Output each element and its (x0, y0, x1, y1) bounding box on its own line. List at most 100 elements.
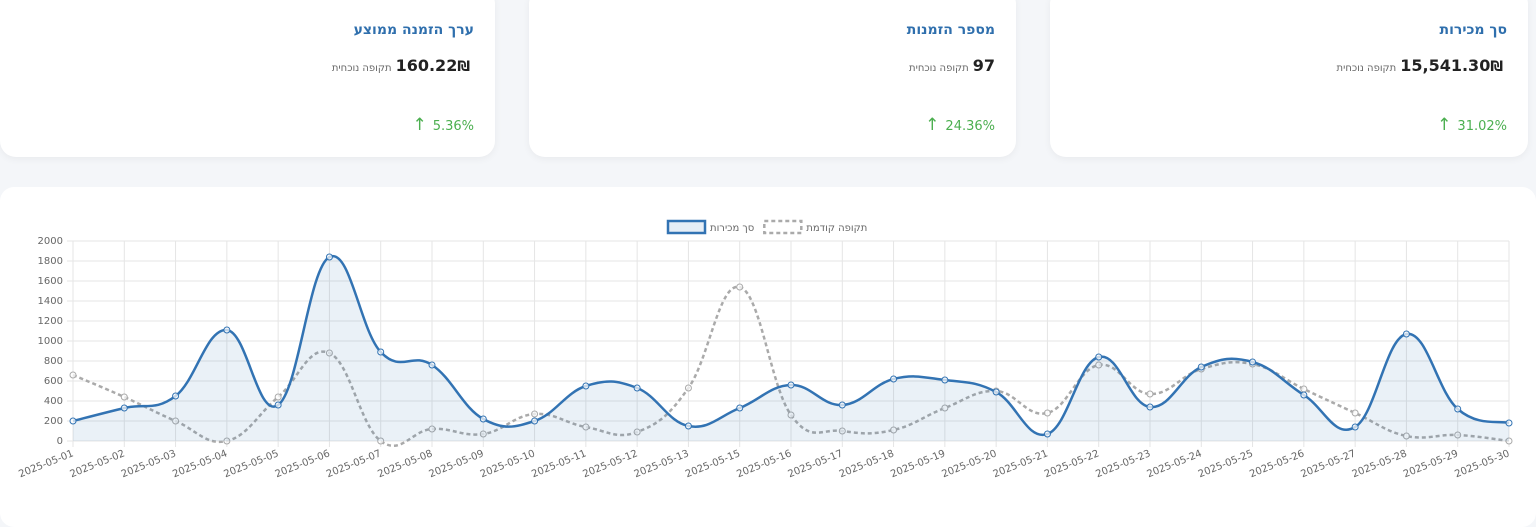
point (684, 384, 692, 392)
x-tick-label: 2025-05-26 (1248, 448, 1306, 480)
y-tick-label: 800 (44, 356, 63, 367)
point (941, 404, 949, 412)
change-value: 24.36% (945, 119, 995, 134)
point (890, 375, 898, 383)
y-tick-label: 2000 (38, 236, 63, 247)
point (274, 401, 282, 409)
card-value-row: 97תקופה נוכחית (550, 56, 995, 78)
point (1146, 403, 1154, 411)
x-tick-label: 2025-05-07 (325, 448, 383, 480)
change-value: 5.36% (432, 119, 474, 134)
point (1300, 385, 1308, 393)
point (1351, 409, 1359, 417)
point (1505, 419, 1513, 427)
point (1454, 431, 1462, 439)
period: תקופה נוכחית (909, 63, 969, 74)
point (838, 427, 846, 435)
point (479, 415, 487, 423)
point (172, 392, 180, 400)
x-tick-label: 2025-05-22 (1043, 448, 1101, 480)
x-tick-label: 2025-05-19 (889, 448, 947, 480)
point (736, 404, 744, 412)
line (72, 254, 1510, 437)
point (69, 417, 77, 425)
point (428, 361, 436, 369)
x-tick-label: 2025-05-04 (171, 448, 229, 480)
point (531, 417, 539, 425)
x-tick-label: 2025-05-09 (428, 448, 486, 480)
x-tick-label: 2025-05-30 (1453, 448, 1511, 480)
x-tick-label: 2025-05-03 (120, 448, 178, 480)
x-tick-label: 2025-05-25 (1197, 448, 1255, 480)
x-tick-label: 2025-05-28 (1351, 448, 1409, 480)
legend-swatch (763, 219, 803, 235)
point (1043, 409, 1051, 417)
point (1300, 391, 1308, 399)
x-tick-label: 2025-05-21 (992, 448, 1050, 480)
point (1402, 432, 1410, 440)
point (787, 381, 795, 389)
point (582, 423, 590, 431)
point (582, 382, 590, 390)
y-tick-label: 400 (44, 396, 63, 407)
x-tick-label: 2025-05-23 (1094, 448, 1152, 480)
change-value: 31.02% (1457, 119, 1507, 134)
x-tick-label: 2025-05-08 (376, 448, 434, 480)
point (69, 371, 77, 379)
card-title: מספר הזמנות (906, 22, 995, 38)
point (479, 430, 487, 438)
x-tick-label: 2025-05-06 (274, 448, 332, 480)
y-tick-label: 600 (44, 376, 63, 387)
point (274, 393, 282, 401)
point (633, 428, 641, 436)
legend-swatch (666, 219, 707, 235)
x-tick-label: 2025-05-27 (1299, 448, 1357, 480)
x-tick-label: 2025-05-13 (633, 448, 691, 480)
point (633, 384, 641, 392)
x-tick-label: 2025-05-20 (940, 448, 998, 480)
card-value-row: 160.22₪ תקופה נוכחית (21, 56, 474, 78)
y-tick-label: 200 (44, 416, 63, 427)
period: תקופה נוכחית (1336, 63, 1397, 74)
y-tick-label: 1800 (38, 256, 63, 267)
point (838, 401, 846, 409)
x-tick-label: 2025-05-29 (1402, 448, 1460, 480)
point (787, 411, 795, 419)
point (1351, 423, 1359, 431)
point (684, 422, 692, 430)
change: 31.02% ↑ (1437, 115, 1507, 135)
point (377, 437, 385, 445)
point (531, 410, 539, 418)
point (890, 426, 898, 434)
point (1249, 358, 1257, 366)
y-tick-label: 0 (57, 436, 63, 447)
point (941, 376, 949, 384)
point (325, 349, 333, 357)
point (1095, 353, 1103, 361)
x-tick-label: 2025-05-05 (222, 448, 280, 480)
point (1454, 405, 1462, 413)
point (1095, 361, 1103, 369)
point (1146, 390, 1154, 398)
kpi-card: ערך הזמנה ממוצע 160.22₪ תקופה נוכחית 5.36… (0, 0, 495, 157)
x-tick-label: 2025-05-15 (684, 448, 742, 480)
card-title: ערך הזמנה ממוצע (353, 22, 474, 38)
point (223, 326, 231, 334)
x-tick-label: 2025-05-11 (530, 448, 588, 480)
y-tick-label: 1400 (38, 296, 63, 307)
period: תקופה נוכחית (331, 63, 392, 74)
x-tick-label: 2025-05-01 (17, 448, 75, 480)
y-tick-label: 1200 (38, 316, 63, 327)
point (172, 417, 180, 425)
arrow: ↑ (1437, 115, 1452, 135)
x-tick-label: 2025-05-12 (581, 448, 639, 480)
area (73, 256, 1509, 441)
chart-panel (0, 187, 1536, 527)
point (1043, 430, 1051, 438)
arrow: ↑ (925, 115, 940, 135)
x-tick-label: 2025-05-10 (479, 448, 537, 480)
point (120, 404, 128, 412)
point (1402, 330, 1410, 338)
change: 24.36% ↑ (925, 115, 995, 135)
